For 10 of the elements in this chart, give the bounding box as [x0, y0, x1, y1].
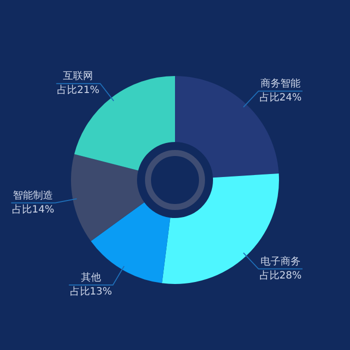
data-label: 占比28% [259, 270, 302, 282]
data-label: 占比24% [259, 92, 302, 104]
data-label: 占比14% [12, 203, 54, 216]
slice-label: 智能制造 [13, 189, 54, 202]
slice-label: 商务智能 [260, 78, 301, 90]
slice-label: 电子商务 [260, 256, 301, 268]
data-label: 占比21% [57, 84, 100, 96]
slice-label: 互联网 [63, 70, 94, 82]
data-label: 占比13% [70, 286, 112, 298]
slice-label: 其他 [80, 272, 101, 284]
